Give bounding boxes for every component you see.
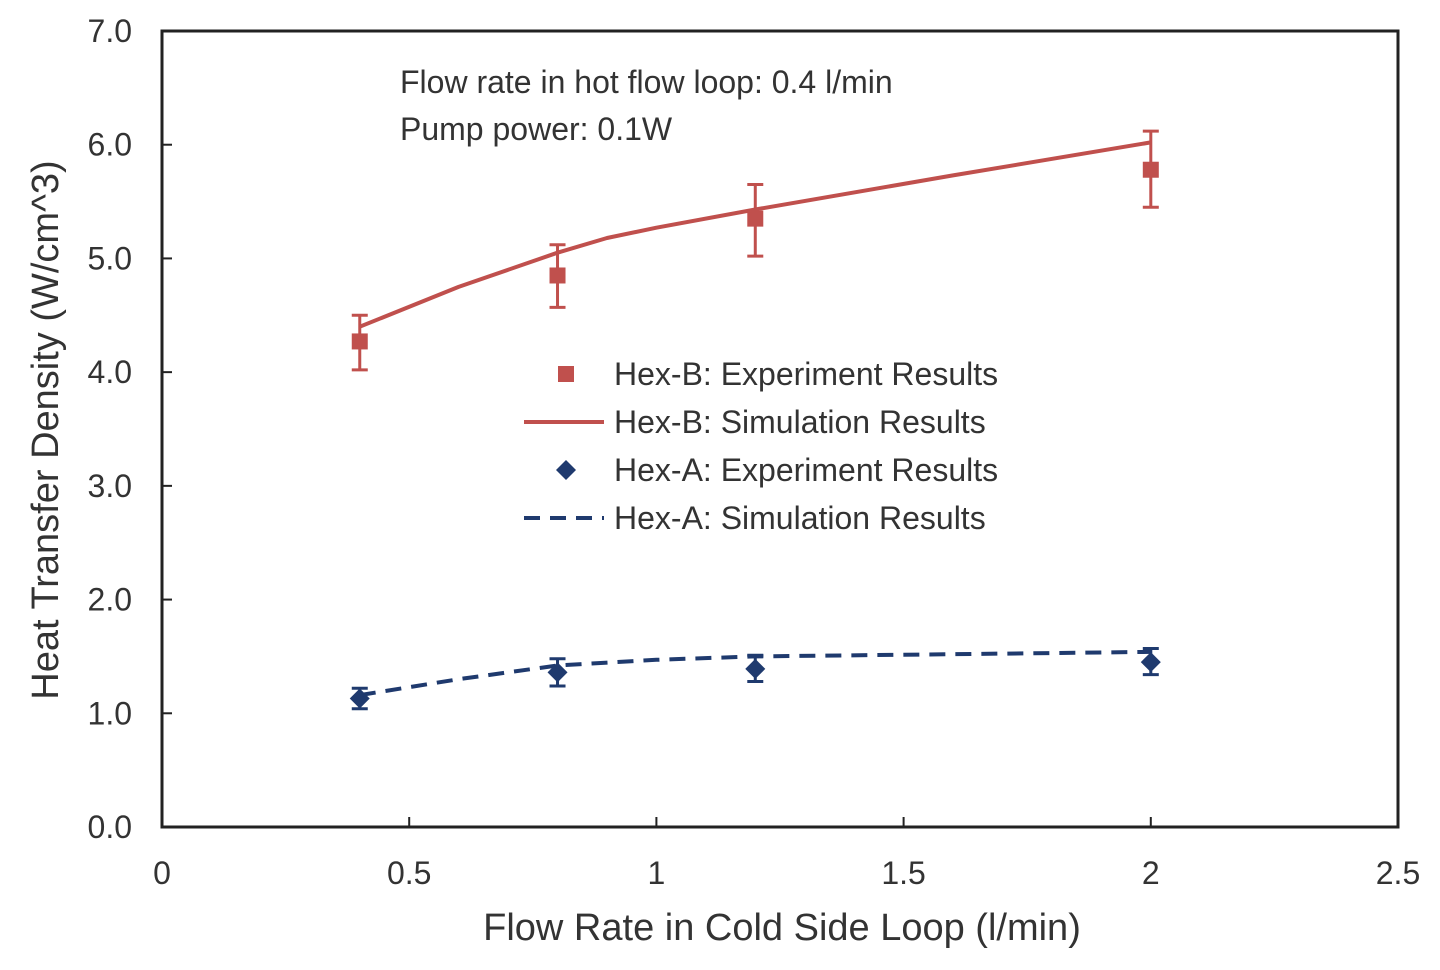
data-point bbox=[349, 688, 370, 709]
data-point bbox=[747, 210, 764, 227]
legend: Hex-B: Experiment Results Hex-B: Simulati… bbox=[524, 356, 998, 536]
x-axis-label: Flow Rate in Cold Side Loop (l/min) bbox=[483, 907, 1081, 949]
legend-label: Hex-B: Simulation Results bbox=[614, 404, 986, 440]
y-tick-label: 2.0 bbox=[88, 582, 132, 618]
series-line bbox=[359, 649, 1151, 698]
data-point bbox=[549, 267, 566, 284]
plot-area-frame bbox=[160, 29, 1400, 829]
x-tick-label: 0 bbox=[153, 855, 171, 891]
y-tick-label: 3.0 bbox=[88, 468, 132, 504]
legend-swatch bbox=[556, 460, 576, 480]
axis-ticks: 0 0.5 1 1.5 2 2.5 0.0 1.0 2.0 3.0 4.0 5.0 6.0 7.0 bbox=[88, 13, 1421, 891]
y-tick-label: 0.0 bbox=[88, 809, 132, 845]
y-axis-label: Heat Transfer Density (W/cm^3) bbox=[25, 160, 67, 699]
data-point bbox=[1140, 652, 1161, 673]
y-tick-label: 6.0 bbox=[88, 127, 132, 163]
legend-item-hex-b-simulation-results: Hex-B: Simulation Results bbox=[524, 404, 986, 440]
legend-item-hex-b-experiment-results: Hex-B: Experiment Results bbox=[558, 356, 998, 392]
legend-label: Hex-A: Experiment Results bbox=[614, 452, 998, 488]
legend-label: Hex-A: Simulation Results bbox=[614, 500, 986, 536]
data-point bbox=[745, 658, 766, 679]
data-point bbox=[1142, 161, 1159, 178]
y-tick-label: 1.0 bbox=[88, 695, 132, 731]
series-hex-b-experiment-results bbox=[351, 129, 1159, 372]
series-hex-a-experiment-results bbox=[349, 646, 1161, 711]
legend-item-hex-a-experiment-results: Hex-A: Experiment Results bbox=[556, 452, 998, 488]
x-tick-label: 2 bbox=[1142, 855, 1160, 891]
annotation-pump-power: Pump power: 0.1W bbox=[400, 111, 673, 147]
series-hex-b-simulation-results bbox=[359, 140, 1152, 329]
legend-item-hex-a-simulation-results: Hex-A: Simulation Results bbox=[524, 500, 986, 536]
x-tick-label: 1 bbox=[648, 855, 666, 891]
y-tick-label: 7.0 bbox=[88, 13, 132, 49]
series-layer bbox=[349, 129, 1161, 711]
y-tick-label: 4.0 bbox=[88, 354, 132, 390]
annotation-hot-flow-rate: Flow rate in hot flow loop: 0.4 l/min bbox=[400, 64, 893, 100]
x-tick-label: 2.5 bbox=[1376, 855, 1420, 891]
series-line bbox=[359, 140, 1152, 329]
y-tick-label: 5.0 bbox=[88, 240, 132, 276]
legend-label: Hex-B: Experiment Results bbox=[614, 356, 998, 392]
legend-swatch bbox=[558, 366, 574, 382]
series-hex-a-simulation-results bbox=[359, 649, 1151, 698]
data-point bbox=[351, 333, 368, 350]
x-tick-label: 1.5 bbox=[881, 855, 925, 891]
x-tick-label: 0.5 bbox=[387, 855, 431, 891]
